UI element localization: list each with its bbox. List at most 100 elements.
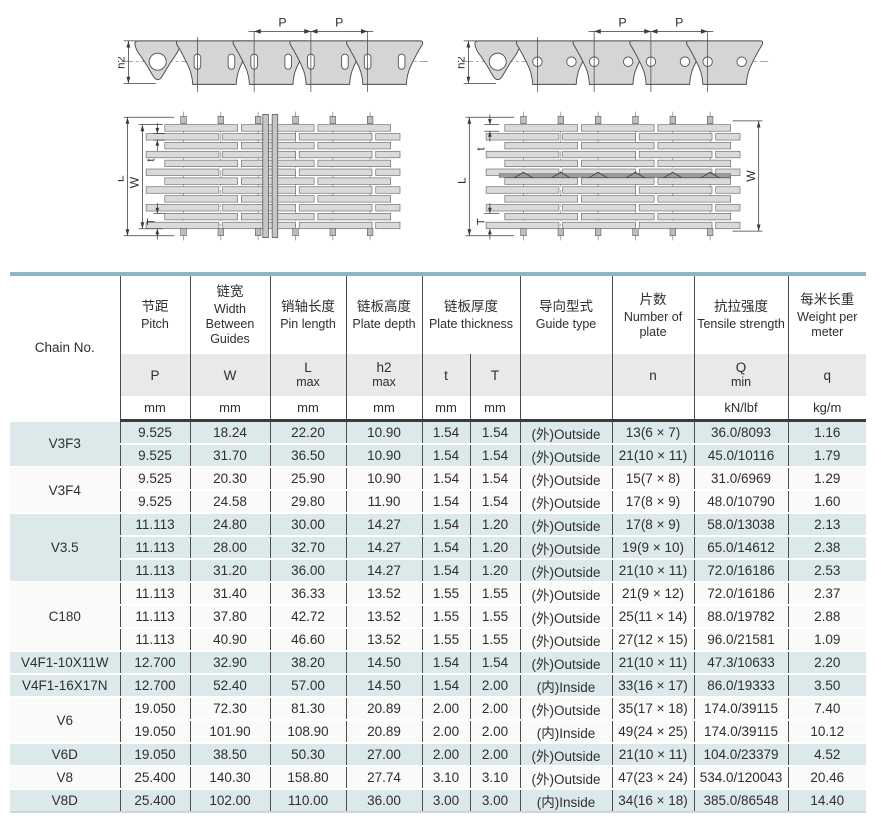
cell-pitch: 19.050 xyxy=(120,719,191,743)
cell-weight: 1.16 xyxy=(788,419,867,444)
cell-pitch: 25.400 xyxy=(120,765,191,789)
table-row: 19.050 101.90 108.90 20.89 2.00 2.00 (内)Inside… xyxy=(10,719,867,743)
cell-T: 1.20 xyxy=(470,512,521,536)
cell-guide-type: (外)Outside xyxy=(520,742,613,766)
cell-plate-count: 21(10 × 11) xyxy=(612,558,695,582)
dim-label-w-right: W xyxy=(744,170,758,182)
col-header-pin-length: 销轴长度 Pin length xyxy=(270,276,347,354)
cell-T: 1.54 xyxy=(470,489,521,513)
table-row: C180 11.113 31.40 36.33 13.52 1.55 1.55 (外)Outs… xyxy=(10,581,867,651)
spec-table-body: V3F3 9.525 18.24 22.20 10.90 1.54 1.54 (外)Outsi… xyxy=(10,419,867,812)
cell-guide-type: (外)Outside xyxy=(520,650,613,674)
cell-width: 18.24 xyxy=(190,419,271,444)
cell-T: 2.00 xyxy=(470,742,521,766)
cell-T: 2.00 xyxy=(470,719,521,743)
cell-pitch: 12.700 xyxy=(120,650,191,674)
col-en-label: Pitch xyxy=(141,317,169,331)
cell-width: 28.00 xyxy=(190,535,271,559)
cell-weight: 2.13 xyxy=(788,512,867,536)
cell-plate-count: 47(23 × 24) xyxy=(612,765,695,789)
cell-plate-count: 21(9 × 12) xyxy=(612,581,695,605)
technical-drawings: P P h2 xyxy=(0,0,875,246)
table-row: 11.113 40.90 46.60 13.52 1.55 1.55 (外)Outside 2… xyxy=(10,627,867,651)
cell-T: 1.54 xyxy=(470,466,521,490)
cell-plate-count: 17(8 × 9) xyxy=(612,512,695,536)
dim-label-p2-left: P xyxy=(335,16,343,30)
cell-pin-length: 25.90 xyxy=(270,466,347,490)
cell-width: 24.58 xyxy=(190,489,271,513)
cell-plate-depth: 20.89 xyxy=(346,696,423,720)
cell-guide-type: (内)Inside xyxy=(520,788,613,812)
col-cn-label: 导向型式 xyxy=(539,299,594,314)
cell-guide-type: (外)Outside xyxy=(520,466,613,490)
cell-T: 1.54 xyxy=(470,419,521,444)
cell-plate-depth: 13.52 xyxy=(346,627,423,651)
cell-guide-type: (外)Outside xyxy=(520,765,613,789)
chain-no-cell: V4F1-10X11W xyxy=(10,650,121,674)
cell-pin-length: 36.50 xyxy=(270,443,347,467)
cell-width: 31.70 xyxy=(190,443,271,467)
cell-guide-type: (外)Outside xyxy=(520,627,613,651)
table-row: V8 25.400 140.30 158.80 27.74 3.10 3.10 (外)Outs… xyxy=(10,765,867,789)
sym-guide xyxy=(520,354,613,396)
cell-weight: 2.53 xyxy=(788,558,867,582)
table-row: 9.525 31.70 36.50 10.90 1.54 1.54 (外)Outside 21… xyxy=(10,443,867,467)
cell-t: 1.54 xyxy=(422,419,471,444)
col-header-weight: 每米长重 Weight per meter xyxy=(788,276,867,354)
cell-plate-count: 21(10 × 11) xyxy=(612,650,695,674)
cell-t: 3.10 xyxy=(422,765,471,789)
col-cn-label: 片数 xyxy=(639,291,667,307)
cell-t: 2.00 xyxy=(422,719,471,743)
unit-pitch: mm xyxy=(120,396,191,422)
cell-weight: 14.40 xyxy=(788,788,867,812)
col-en-label: Plate depth xyxy=(352,317,416,331)
table-row: V6D 19.050 38.50 50.30 27.00 2.00 2.00 (外)Outsi… xyxy=(10,742,867,766)
cell-width: 31.40 xyxy=(190,581,271,605)
cell-T: 1.55 xyxy=(470,581,521,605)
col-header-plate-thickness: 链板厚度 Plate thickness xyxy=(422,276,521,354)
cell-plate-count: 33(16 × 17) xyxy=(612,673,695,697)
cell-t: 1.54 xyxy=(422,650,471,674)
cell-pin-length: 22.20 xyxy=(270,419,347,444)
table-row: 11.113 28.00 32.70 14.27 1.54 1.20 (外)Outside 1… xyxy=(10,535,867,559)
cell-weight: 1.09 xyxy=(788,627,867,651)
cell-plate-count: 21(10 × 11) xyxy=(612,443,695,467)
stacked-plates xyxy=(485,124,741,230)
table-row: V4F1-16X17N 12.700 52.40 57.00 14.50 1.54 2.00… xyxy=(10,673,867,697)
cell-T: 1.20 xyxy=(470,535,521,559)
cell-guide-type: (外)Outside xyxy=(520,443,613,467)
col-en-label: Guide type xyxy=(535,317,597,331)
dim-label-h2-right: h2 xyxy=(458,56,468,69)
cell-pin-length: 108.90 xyxy=(270,719,347,743)
sym-pitch: P xyxy=(120,354,191,396)
cell-tensile: 47.3/10633 xyxy=(694,650,789,674)
col-en-label: Number of plate xyxy=(623,309,683,339)
table-row: V3.5 11.113 24.80 30.00 14.27 1.54 1.20 (外)Outs… xyxy=(10,512,867,582)
cell-tensile: 36.0/8093 xyxy=(694,419,789,444)
sym-T: T xyxy=(470,354,521,396)
cell-pitch: 11.113 xyxy=(120,558,191,582)
dim-label-l-right: L xyxy=(458,177,469,184)
unit-t: mm xyxy=(422,396,471,422)
dim-label-w-left: W xyxy=(128,176,142,188)
cell-tensile: 534.0/120043 xyxy=(694,765,789,789)
cell-width: 40.90 xyxy=(190,627,271,651)
chain-plan-view-right-drawing: L t T W xyxy=(458,111,763,241)
cell-weight: 2.38 xyxy=(788,535,867,559)
cell-guide-type: (外)Outside xyxy=(520,558,613,582)
cell-T: 1.55 xyxy=(470,604,521,628)
cell-width: 72.30 xyxy=(190,696,271,720)
cell-weight: 1.29 xyxy=(788,466,867,490)
inside-guide-band xyxy=(498,173,731,178)
cell-t: 1.54 xyxy=(422,489,471,513)
cell-guide-type: (外)Outside xyxy=(520,512,613,536)
cell-T: 2.00 xyxy=(470,696,521,720)
sym-plate-count: n xyxy=(612,354,695,396)
cell-plate-depth: 36.00 xyxy=(346,788,423,812)
cell-guide-type: (内)Inside xyxy=(520,719,613,743)
col-cn-label: 销轴长度 xyxy=(281,299,335,314)
chain-no-cell: V3.5 xyxy=(10,512,121,582)
